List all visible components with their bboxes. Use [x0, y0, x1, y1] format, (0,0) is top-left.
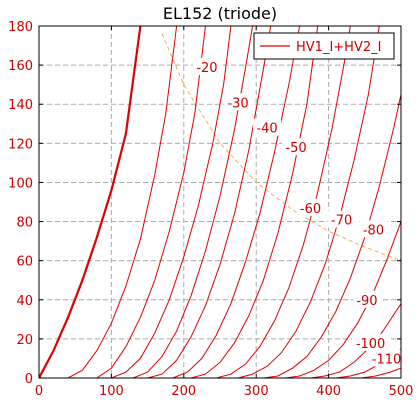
curve-label: -40 — [256, 122, 277, 137]
curve-label: -100 — [356, 337, 386, 352]
curve-0 — [39, 26, 142, 378]
curve--60 — [172, 26, 301, 378]
dissipation-line — [161, 33, 401, 262]
y-tick-label: 160 — [8, 59, 33, 74]
curve-label: -80 — [363, 223, 384, 238]
y-tick-label: 180 — [8, 20, 33, 35]
curve--110 — [285, 221, 401, 378]
x-tick-label: 200 — [171, 384, 196, 399]
curve-label: -50 — [285, 141, 306, 156]
curve-label-bg — [282, 138, 311, 156]
curve-label: -30 — [227, 96, 248, 111]
curve-label-bg — [192, 58, 221, 76]
grid — [39, 26, 401, 378]
y-tick-label: 80 — [16, 216, 33, 231]
legend: HV1_I+HV2_I — [253, 32, 395, 60]
x-tick-label: 0 — [35, 384, 43, 399]
curve--40 — [132, 26, 254, 378]
curve-label-bg — [327, 210, 356, 228]
curve-label-bg — [296, 198, 325, 216]
curve--20 — [96, 26, 206, 378]
y-tick-label: 20 — [16, 333, 33, 348]
curve--140 — [361, 367, 401, 378]
x-tick-label: 300 — [244, 384, 269, 399]
curve-label-bg — [253, 118, 282, 136]
curve-label-bg — [224, 93, 253, 111]
curve--80 — [216, 26, 351, 378]
curve-label: -70 — [331, 214, 352, 229]
curve--90 — [237, 26, 380, 378]
dissipation-curve — [161, 33, 401, 262]
curve--50 — [147, 26, 272, 378]
chart-title: EL152 (triode) — [163, 4, 277, 23]
curve-label-bg — [359, 220, 388, 238]
y-tick-label: 60 — [16, 255, 33, 270]
curve-label-bg — [352, 333, 389, 351]
curve-label: -110 — [372, 352, 402, 367]
y-tick-label: 140 — [8, 98, 33, 113]
x-tick-label: 100 — [99, 384, 124, 399]
y-tick-label: 120 — [8, 137, 33, 152]
y-tick-label: 0 — [25, 372, 33, 387]
x-tick-label: 400 — [316, 384, 341, 399]
curve--100 — [263, 94, 401, 378]
legend-label: HV1_I+HV2_I — [296, 40, 381, 55]
y-tick-label: 100 — [8, 176, 33, 191]
plot-frame — [38, 25, 402, 379]
curve--30 — [111, 26, 232, 378]
curve-label-bg — [368, 349, 405, 367]
curve-labels: -20 -30 -40 -50 -60 -70 -80 -90 -100-110 — [192, 58, 405, 367]
x-tick-label: 500 — [389, 384, 414, 399]
curve--120 — [310, 303, 401, 378]
y-tick-label: 40 — [16, 294, 33, 309]
axis-ticks: 0 100 200 300 400 500 0 20 40 60 80 100 120 140 160 180 — [8, 20, 413, 399]
curve-group — [39, 26, 401, 378]
curve-label: -20 — [196, 61, 217, 76]
curve-label: -60 — [300, 202, 321, 217]
curve-label-bg — [352, 290, 381, 308]
curve-label: -90 — [356, 294, 377, 309]
curve--10 — [67, 26, 178, 378]
